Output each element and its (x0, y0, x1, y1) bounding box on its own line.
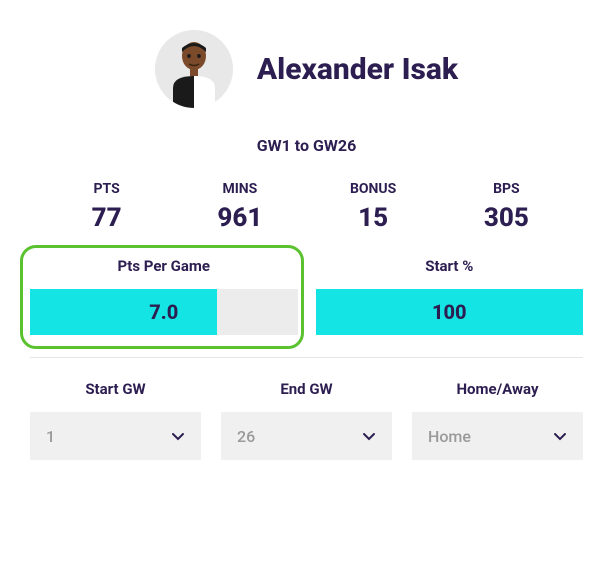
bar-track: 7.0 (30, 289, 298, 335)
stat-label: PTS (40, 181, 173, 197)
select-label: Start GW (30, 380, 201, 398)
stat-value: 961 (173, 203, 306, 233)
bar-value: 100 (432, 300, 467, 324)
chevron-down-icon (171, 429, 185, 443)
stat-value: 305 (440, 203, 573, 233)
stat-bps: BPS 305 (440, 181, 573, 233)
player-avatar (155, 30, 233, 108)
bar-card-ppg: Pts Per Game 7.0 (30, 257, 298, 335)
bar-value: 7.0 (149, 300, 178, 324)
select-group-home-away: Home/Away Home (412, 380, 583, 460)
gameweek-range: GW1 to GW26 (30, 136, 583, 155)
select-group-start-gw: Start GW 1 (30, 380, 201, 460)
bar-label: Start % (316, 257, 584, 275)
select-value: Home (428, 427, 471, 446)
stat-label: MINS (173, 181, 306, 197)
end-gw-select[interactable]: 26 (221, 412, 392, 460)
stat-pts: PTS 77 (40, 181, 173, 233)
select-group-end-gw: End GW 26 (221, 380, 392, 460)
stat-bonus: BONUS 15 (307, 181, 440, 233)
bar-track: 100 (316, 289, 584, 335)
selects-row: Start GW 1 End GW 26 Home/Away Home (30, 380, 583, 460)
select-label: Home/Away (412, 380, 583, 398)
bar-row: Pts Per Game 7.0 Start % 100 (30, 257, 583, 335)
stat-label: BPS (440, 181, 573, 197)
chevron-down-icon (553, 429, 567, 443)
stat-mins: MINS 961 (173, 181, 306, 233)
bar-card-start-pct: Start % 100 (316, 257, 584, 335)
stat-label: BONUS (307, 181, 440, 197)
bar-fill (30, 289, 217, 335)
stats-row: PTS 77 MINS 961 BONUS 15 BPS 305 (30, 181, 583, 233)
select-label: End GW (221, 380, 392, 398)
start-gw-select[interactable]: 1 (30, 412, 201, 460)
select-value: 26 (237, 427, 255, 446)
select-value: 1 (46, 427, 55, 446)
player-header: Alexander Isak (30, 30, 583, 108)
bar-label: Pts Per Game (30, 257, 298, 275)
stat-value: 15 (307, 203, 440, 233)
stat-value: 77 (40, 203, 173, 233)
divider (30, 357, 583, 358)
home-away-select[interactable]: Home (412, 412, 583, 460)
chevron-down-icon (362, 429, 376, 443)
avatar-icon (155, 30, 233, 108)
player-name: Alexander Isak (257, 52, 458, 87)
